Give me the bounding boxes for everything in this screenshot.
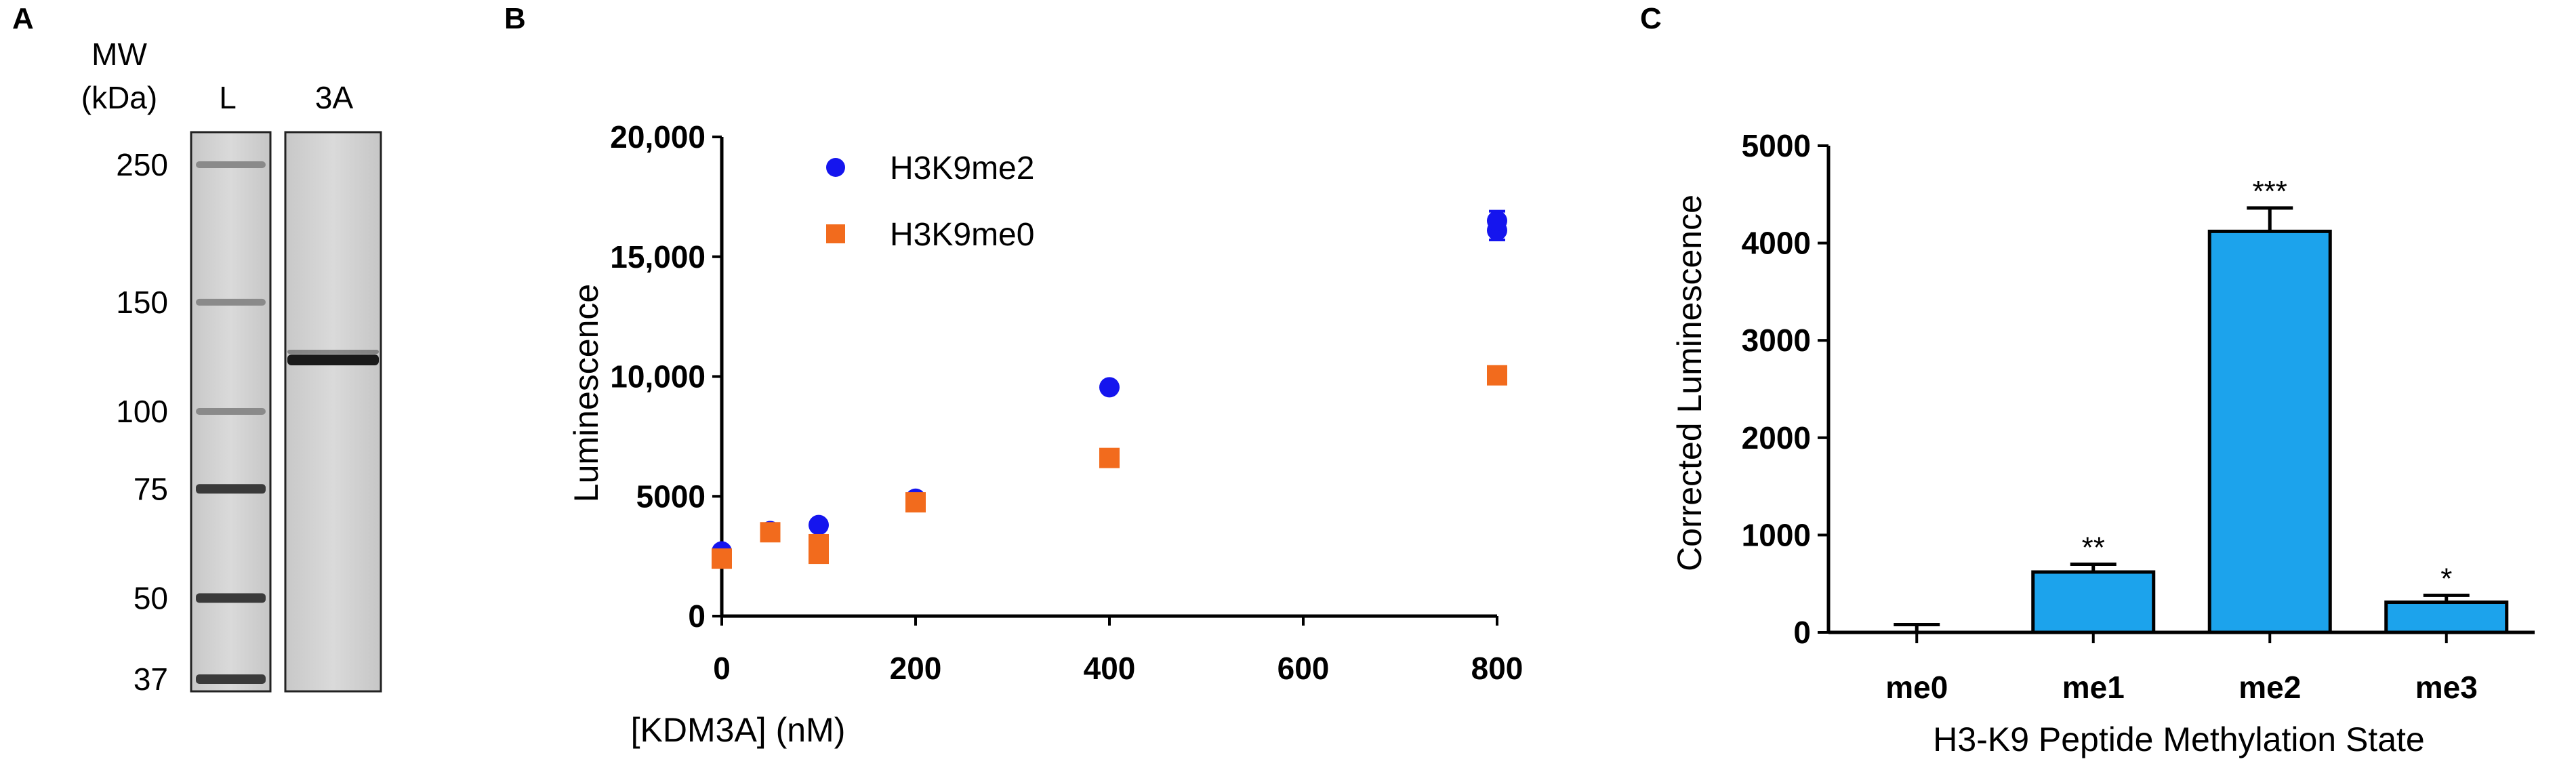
panel-a: A MW (kDa) L 3A 250 150 100 75 50 37 — [12, 2, 382, 697]
gel-ladder-band-150 — [196, 298, 266, 306]
gel-mw-label-100: 100 — [116, 394, 168, 429]
bar-me2 — [2207, 229, 2332, 634]
scatter-point-h3k9me2 — [809, 514, 829, 535]
scatter-point-h3k9me0 — [1099, 447, 1120, 468]
gel-ladder-band-37 — [196, 674, 266, 684]
gel-ladder-band-75 — [196, 484, 266, 494]
gel-mw-header: MW — [91, 37, 147, 72]
bar-y-tick-label: 4000 — [1742, 226, 1811, 261]
bar-y-tick-label: 3000 — [1742, 323, 1811, 358]
bar-significance-me2: *** — [2253, 175, 2287, 208]
legend-label-h3k9me2: H3K9me2 — [890, 150, 1034, 186]
bar-y-tick-label: 0 — [1793, 615, 1811, 650]
gel-lane-label-3a: 3A — [315, 80, 354, 115]
scatter-point-h3k9me0 — [712, 548, 732, 569]
bar-category-label-me3: me3 — [2415, 670, 2478, 705]
scatter-x-tick-label: 600 — [1277, 651, 1330, 686]
bar-x-label: H3-K9 Peptide Methylation State — [1933, 720, 2424, 758]
legend-marker-h3k9me0 — [826, 224, 845, 243]
scatter-x-label: [KDM3A] (nM) — [631, 711, 846, 749]
bar-significance-me1: ** — [2082, 531, 2105, 564]
bar-y-label: Corrected Luminescence — [1671, 195, 1709, 571]
gel-ladder-band-50 — [196, 593, 266, 603]
panel-b-letter: B — [504, 2, 526, 35]
scatter-y-label: Luminescence — [567, 284, 605, 502]
bar-me3 — [2384, 600, 2509, 634]
gel-mw-label-150: 150 — [116, 285, 168, 320]
gel-ladder-band-250 — [196, 161, 266, 168]
bar-y-tick-label: 1000 — [1742, 517, 1811, 552]
scatter-point-h3k9me0 — [809, 544, 829, 565]
gel-mw-label-37: 37 — [134, 662, 168, 697]
scatter-x-tick-label: 0 — [713, 651, 731, 686]
scatter-y-tick-label: 20,000 — [610, 119, 706, 155]
bar-y-tick-label: 2000 — [1742, 420, 1811, 455]
scatter-point-h3k9me2 — [1099, 377, 1120, 398]
gel-band-3a-halo — [287, 350, 379, 354]
gel-mw-label-250: 250 — [116, 147, 168, 182]
bar-category-label-me1: me1 — [2062, 670, 2125, 705]
scatter-x-tick-label: 200 — [890, 651, 942, 686]
scatter-point-h3k9me0 — [905, 492, 926, 513]
gel-band-3a — [287, 354, 379, 365]
gel-lane-label-ladder: L — [219, 80, 237, 115]
scatter-legend: H3K9me2 H3K9me0 — [826, 150, 1034, 253]
scatter-point-h3k9me0 — [1487, 365, 1507, 386]
gel-kda-header: (kDa) — [81, 80, 157, 115]
panel-a-letter: A — [12, 2, 34, 35]
scatter-y-tick-label: 15,000 — [610, 239, 706, 275]
scatter-y-tick-label: 0 — [688, 598, 706, 634]
bar-significance-me3: * — [2440, 562, 2452, 595]
panel-c-letter: C — [1640, 2, 1662, 35]
bar-category-label-me2: me2 — [2238, 670, 2301, 705]
scatter-point-h3k9me0 — [760, 522, 781, 543]
gel-sample-lane — [284, 131, 382, 693]
legend-label-h3k9me0: H3K9me0 — [890, 217, 1034, 253]
scatter-x-tick-label: 800 — [1471, 651, 1524, 686]
scatter-y-tick-label: 5000 — [636, 479, 706, 514]
legend-marker-h3k9me2 — [826, 158, 845, 177]
bar-y-tick-label: 5000 — [1742, 128, 1811, 163]
gel-mw-label-75: 75 — [134, 471, 168, 506]
scatter-y-tick-label: 10,000 — [610, 359, 706, 394]
bar-me1 — [2031, 570, 2156, 634]
panel-b: B 0 200 400 600 800 0 5000 10,000 15,000 20,000 [… — [504, 2, 1523, 749]
bar-category-label-me0: me0 — [1885, 670, 1948, 705]
scatter-x-tick-label: 400 — [1084, 651, 1136, 686]
gel-ladder-band-100 — [196, 408, 266, 415]
gel-mw-label-50: 50 — [134, 580, 168, 615]
